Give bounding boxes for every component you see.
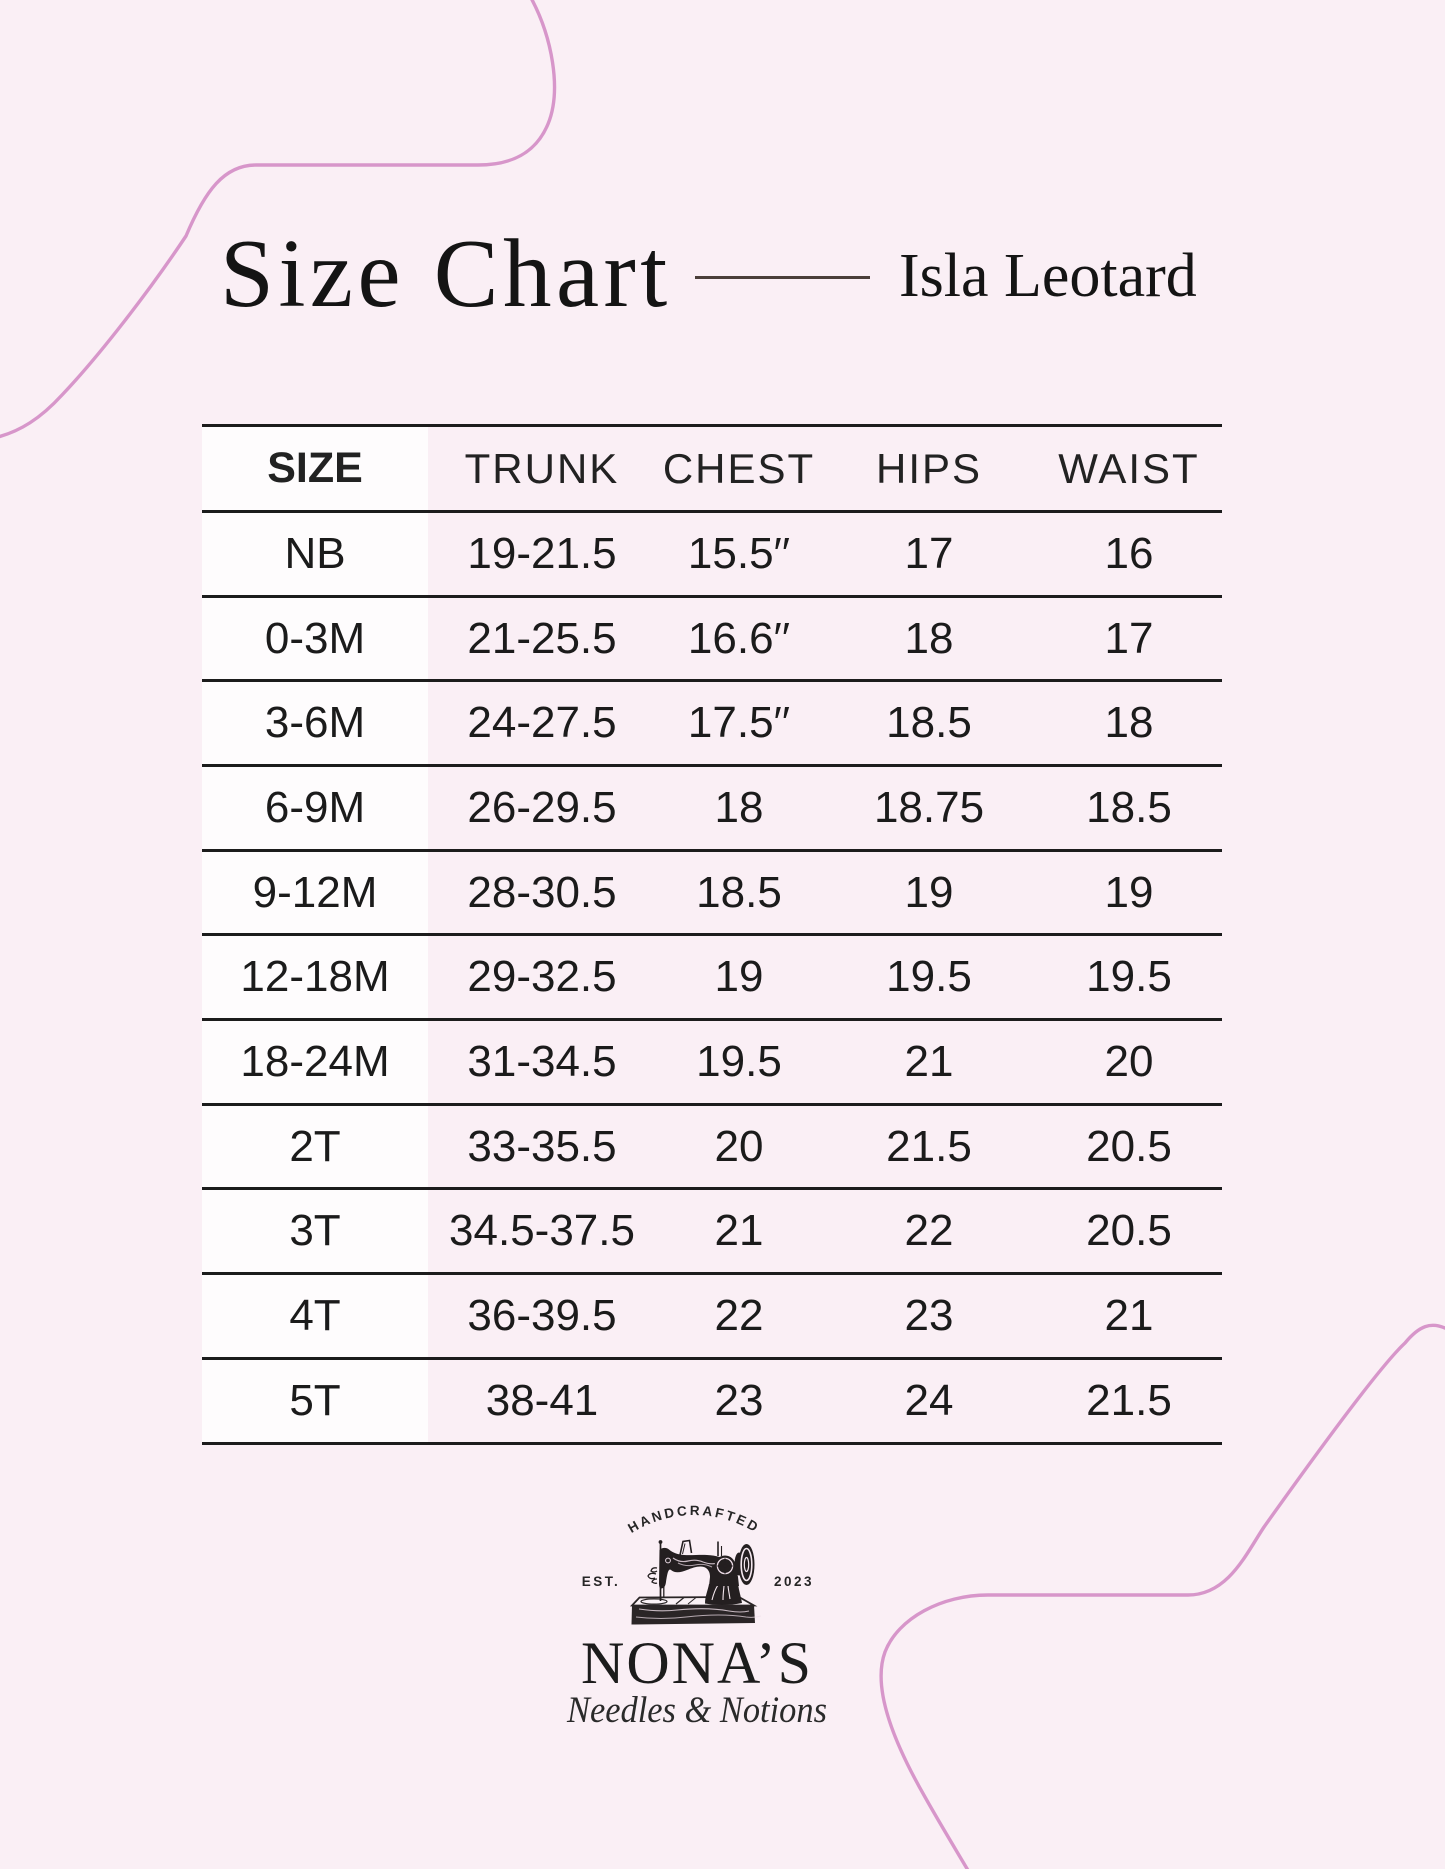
svg-text:EST.: EST. bbox=[582, 1574, 621, 1589]
svg-text:2023: 2023 bbox=[774, 1574, 814, 1589]
svg-text:HANDCRAFTED: HANDCRAFTED bbox=[625, 1503, 762, 1536]
